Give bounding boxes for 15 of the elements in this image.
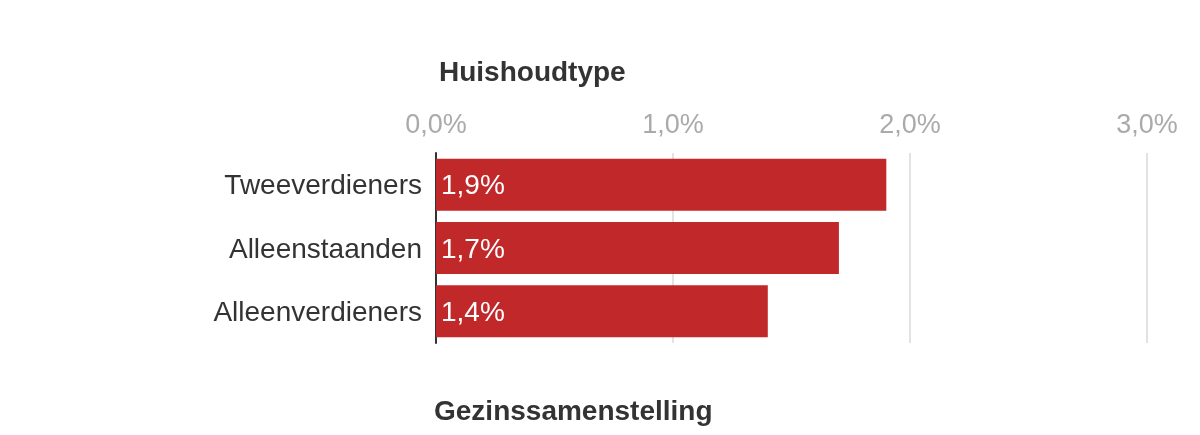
bar bbox=[436, 158, 887, 211]
data-label: 1,7% bbox=[441, 232, 505, 264]
x-tick-label: 2,0% bbox=[879, 108, 941, 139]
bar bbox=[436, 285, 768, 338]
data-label: 1,4% bbox=[441, 295, 505, 327]
bar bbox=[436, 222, 839, 274]
x-tick-label: 1,0% bbox=[642, 108, 704, 139]
y-tick-label: Alleenstaanden bbox=[228, 232, 422, 264]
text: Gezinssamenstelling bbox=[434, 394, 713, 426]
y-tick-label: Alleenverdieners bbox=[213, 295, 422, 327]
data-label: 1,9% bbox=[441, 169, 505, 201]
x-tick-label: 3,0% bbox=[1116, 108, 1178, 139]
y-tick-label: Tweeverdieners bbox=[224, 169, 422, 201]
x-tick-label: 0,0% bbox=[405, 108, 467, 139]
chart-title: Huishoudtype bbox=[439, 55, 626, 87]
